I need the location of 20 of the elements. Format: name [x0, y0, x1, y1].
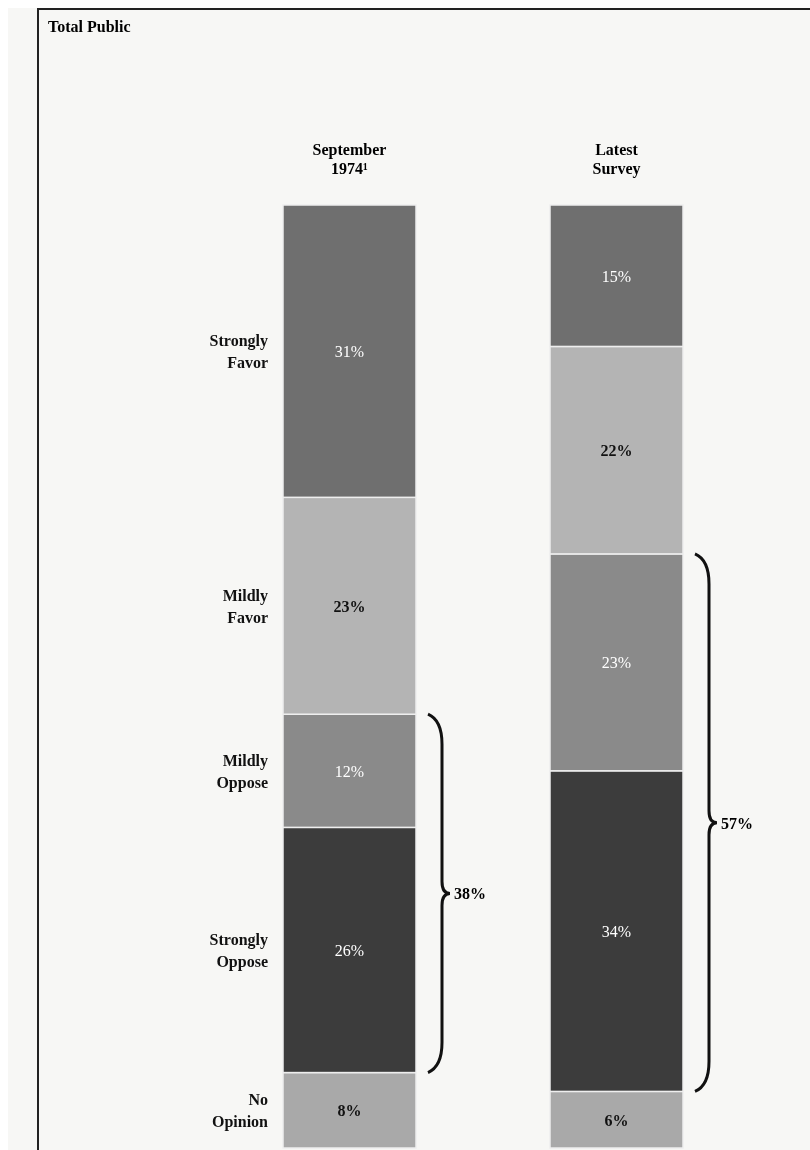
data-label: 6% [604, 1111, 629, 1129]
data-label: 26% [334, 941, 365, 959]
chart-title: Total Public [48, 18, 131, 35]
data-label: 34% [601, 923, 632, 941]
series-label: Mildly Favor [222, 586, 268, 626]
data-label: 15% [601, 267, 632, 285]
series-label: Strongly Favor [209, 332, 268, 372]
annotation: 38% [454, 885, 486, 903]
annotation: 57% [721, 814, 753, 832]
series-label: Strongly Oppose [209, 930, 268, 971]
data-label: 8% [337, 1102, 362, 1120]
data-label: 22% [600, 442, 633, 460]
data-label: 31% [334, 343, 365, 361]
series-label: No Opinion [211, 1091, 269, 1132]
x-tick-label: Latest Survey [592, 141, 641, 178]
series-label: Mildly Oppose [216, 751, 268, 792]
x-tick-label: September 1974¹ [312, 141, 387, 177]
data-label: 23% [601, 654, 632, 672]
data-label: 12% [334, 762, 365, 780]
data-label: 23% [333, 597, 366, 615]
